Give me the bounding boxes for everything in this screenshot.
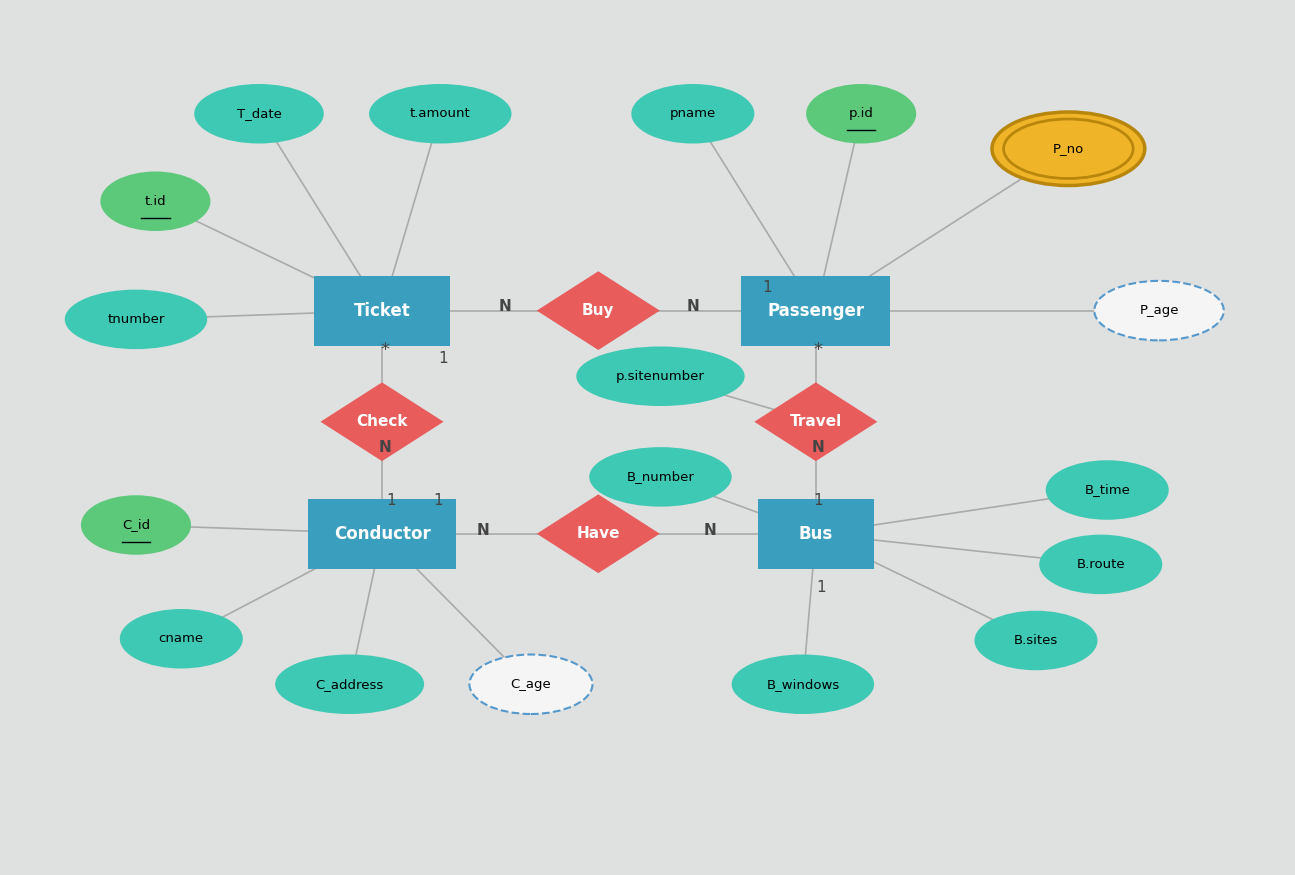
Ellipse shape bbox=[974, 611, 1098, 670]
Text: N: N bbox=[703, 522, 716, 538]
Polygon shape bbox=[754, 382, 878, 461]
Ellipse shape bbox=[732, 654, 874, 714]
Ellipse shape bbox=[101, 172, 210, 231]
Text: N: N bbox=[686, 298, 699, 314]
Text: B_windows: B_windows bbox=[767, 678, 839, 690]
Ellipse shape bbox=[1004, 119, 1133, 178]
Text: N: N bbox=[499, 298, 512, 314]
Polygon shape bbox=[537, 494, 660, 573]
Ellipse shape bbox=[1039, 535, 1163, 594]
Text: 1: 1 bbox=[438, 351, 448, 367]
Text: t.id: t.id bbox=[145, 195, 166, 207]
Text: T_date: T_date bbox=[237, 108, 281, 120]
Text: 1: 1 bbox=[433, 493, 443, 508]
Text: P_no: P_no bbox=[1053, 143, 1084, 155]
Ellipse shape bbox=[80, 495, 192, 555]
FancyBboxPatch shape bbox=[741, 276, 891, 346]
Text: 1: 1 bbox=[816, 580, 826, 596]
Text: N: N bbox=[378, 440, 391, 456]
Text: C_id: C_id bbox=[122, 519, 150, 531]
Text: pname: pname bbox=[670, 108, 716, 120]
FancyBboxPatch shape bbox=[758, 499, 874, 569]
Text: N: N bbox=[477, 522, 490, 538]
Ellipse shape bbox=[65, 290, 207, 349]
FancyBboxPatch shape bbox=[313, 276, 451, 346]
Text: P_age: P_age bbox=[1140, 304, 1178, 317]
Text: Travel: Travel bbox=[790, 414, 842, 430]
Text: Have: Have bbox=[576, 526, 620, 542]
Text: Buy: Buy bbox=[581, 303, 615, 318]
Text: p.sitenumber: p.sitenumber bbox=[616, 370, 704, 382]
Text: 1: 1 bbox=[813, 493, 824, 508]
Text: Passenger: Passenger bbox=[767, 302, 865, 319]
Text: 1: 1 bbox=[761, 279, 772, 295]
Text: C_address: C_address bbox=[316, 678, 383, 690]
Text: Conductor: Conductor bbox=[334, 525, 430, 542]
Ellipse shape bbox=[805, 84, 917, 144]
Text: B_time: B_time bbox=[1084, 484, 1131, 496]
Text: B_number: B_number bbox=[627, 471, 694, 483]
Ellipse shape bbox=[632, 84, 754, 144]
Text: p.id: p.id bbox=[848, 108, 874, 120]
Ellipse shape bbox=[275, 654, 425, 714]
Text: t.amount: t.amount bbox=[411, 108, 470, 120]
Ellipse shape bbox=[369, 84, 512, 144]
Ellipse shape bbox=[992, 112, 1145, 186]
Text: *: * bbox=[815, 341, 822, 359]
Ellipse shape bbox=[1094, 281, 1224, 340]
Polygon shape bbox=[537, 271, 660, 350]
Text: Ticket: Ticket bbox=[354, 302, 411, 319]
Ellipse shape bbox=[469, 654, 593, 714]
Ellipse shape bbox=[1045, 460, 1168, 520]
Text: Bus: Bus bbox=[799, 525, 833, 542]
Ellipse shape bbox=[120, 609, 243, 668]
Text: B.sites: B.sites bbox=[1014, 634, 1058, 647]
Ellipse shape bbox=[589, 447, 732, 507]
Text: C_age: C_age bbox=[510, 678, 552, 690]
FancyBboxPatch shape bbox=[308, 499, 456, 569]
Text: N: N bbox=[812, 440, 825, 456]
Ellipse shape bbox=[576, 346, 745, 406]
Polygon shape bbox=[321, 382, 443, 461]
Text: tnumber: tnumber bbox=[107, 313, 164, 326]
Ellipse shape bbox=[194, 84, 324, 144]
Text: cname: cname bbox=[159, 633, 203, 645]
Text: 1: 1 bbox=[386, 493, 396, 508]
Text: B.route: B.route bbox=[1076, 558, 1125, 570]
Text: Check: Check bbox=[356, 414, 408, 430]
Text: *: * bbox=[381, 341, 388, 359]
